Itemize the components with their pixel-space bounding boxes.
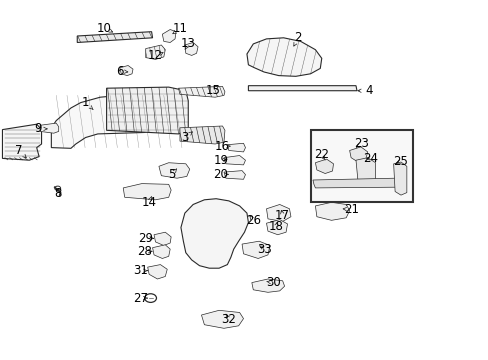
Polygon shape (201, 310, 243, 328)
Polygon shape (184, 42, 198, 55)
Polygon shape (152, 245, 170, 258)
Text: 12: 12 (148, 49, 163, 62)
Polygon shape (2, 124, 41, 160)
Polygon shape (393, 162, 406, 195)
Polygon shape (355, 158, 375, 184)
Text: 19: 19 (213, 154, 228, 167)
Polygon shape (77, 32, 152, 42)
Text: 21: 21 (344, 203, 359, 216)
Text: 33: 33 (257, 243, 272, 256)
Polygon shape (251, 279, 284, 292)
Polygon shape (315, 159, 333, 174)
Polygon shape (159, 163, 189, 178)
Polygon shape (349, 147, 367, 162)
Polygon shape (154, 232, 171, 246)
Text: 11: 11 (172, 22, 187, 35)
Text: 20: 20 (213, 168, 228, 181)
Polygon shape (246, 38, 321, 76)
Text: 14: 14 (142, 196, 156, 209)
Text: 29: 29 (138, 232, 153, 245)
Text: 31: 31 (133, 264, 148, 277)
Text: 17: 17 (275, 209, 289, 222)
Polygon shape (315, 202, 349, 220)
Text: 3: 3 (181, 131, 188, 144)
Text: 26: 26 (245, 214, 260, 227)
Text: 32: 32 (221, 313, 236, 326)
Text: 22: 22 (314, 148, 328, 161)
Text: 27: 27 (133, 292, 148, 305)
Polygon shape (181, 199, 248, 268)
Text: 28: 28 (137, 245, 151, 258)
Polygon shape (224, 156, 245, 165)
Text: 10: 10 (97, 22, 111, 35)
Polygon shape (180, 126, 224, 144)
Polygon shape (242, 241, 269, 258)
Polygon shape (51, 95, 178, 148)
Polygon shape (266, 220, 287, 235)
Text: 6: 6 (116, 65, 123, 78)
Text: 8: 8 (54, 187, 61, 200)
Text: 15: 15 (205, 84, 220, 96)
Polygon shape (227, 143, 245, 152)
Text: 30: 30 (266, 276, 281, 289)
Text: 5: 5 (168, 168, 176, 181)
Text: 25: 25 (393, 155, 407, 168)
Polygon shape (312, 178, 396, 188)
Polygon shape (40, 123, 59, 133)
Polygon shape (120, 66, 133, 76)
Bar (310, 130, 412, 202)
Text: 23: 23 (354, 137, 368, 150)
Text: 24: 24 (363, 152, 377, 165)
Polygon shape (224, 171, 245, 179)
Text: 16: 16 (215, 140, 229, 153)
Text: 18: 18 (268, 220, 283, 233)
Polygon shape (145, 45, 165, 59)
Polygon shape (106, 87, 188, 134)
Polygon shape (178, 86, 224, 97)
Text: 2: 2 (294, 31, 302, 44)
Text: 9: 9 (34, 122, 42, 135)
Polygon shape (248, 86, 356, 91)
Text: 4: 4 (365, 84, 372, 97)
Polygon shape (266, 204, 290, 221)
Polygon shape (123, 184, 171, 200)
Text: 7: 7 (15, 144, 22, 157)
Polygon shape (162, 30, 176, 42)
Text: 13: 13 (181, 37, 195, 50)
Polygon shape (147, 265, 167, 279)
Text: 1: 1 (81, 96, 89, 109)
